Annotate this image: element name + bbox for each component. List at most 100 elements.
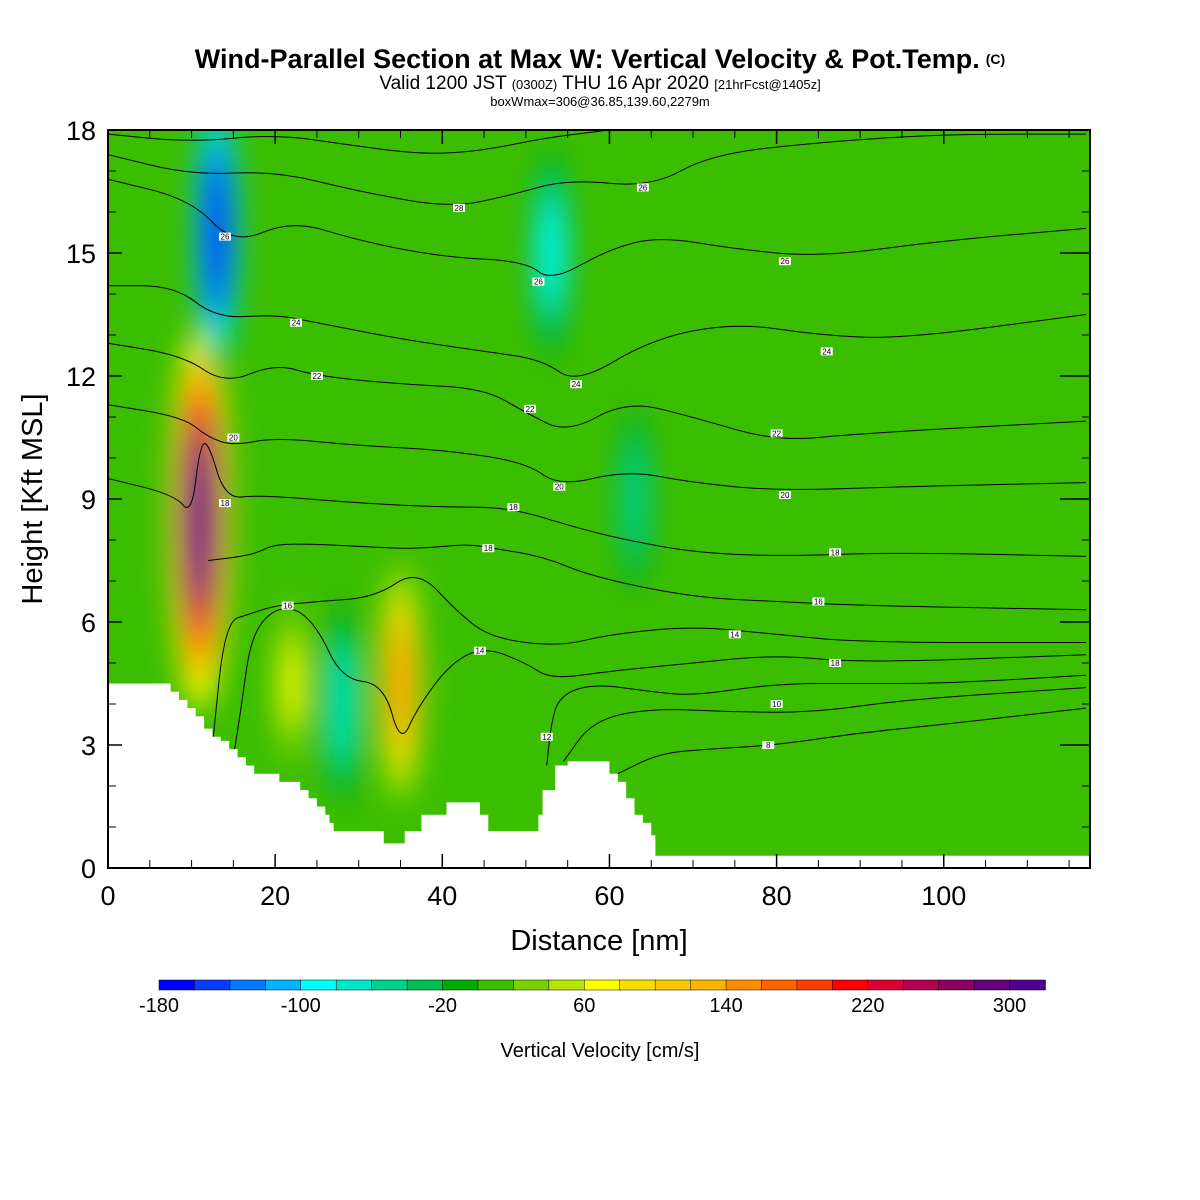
colorbar-swatch bbox=[300, 979, 337, 991]
contour-label: 24 bbox=[822, 347, 831, 356]
velocity-feature bbox=[541, 205, 560, 301]
theta-contour bbox=[208, 543, 1086, 611]
contour-label-bg bbox=[524, 404, 537, 413]
colorbar-swatch bbox=[832, 979, 869, 991]
contour-label: 10 bbox=[772, 700, 781, 709]
contour-label: 20 bbox=[229, 434, 238, 443]
theta-contours bbox=[108, 130, 1086, 775]
x-tick-label: 80 bbox=[762, 881, 792, 911]
colorbar-tick-label: 60 bbox=[573, 995, 595, 1017]
contour-label: 20 bbox=[781, 491, 790, 500]
contour-label-bg bbox=[310, 372, 323, 380]
contour-label: 18 bbox=[831, 548, 840, 557]
contour-label-bg bbox=[540, 732, 553, 741]
colorbar-swatch bbox=[654, 979, 692, 991]
contour-label: 26 bbox=[638, 183, 647, 192]
valid-date: THU 16 Apr 2020 bbox=[562, 73, 709, 94]
contour-label-bg bbox=[507, 503, 520, 512]
axes: 0 20 40 60 80 100 0 3 6 9 12 15 18 bbox=[66, 116, 1090, 911]
theta-contour bbox=[108, 130, 610, 154]
colorbar-tick-label: -20 bbox=[428, 995, 457, 1017]
contour-label-bg bbox=[473, 646, 486, 655]
colorbar-swatch bbox=[761, 979, 798, 991]
contour-label: 26 bbox=[221, 233, 230, 242]
x-tick-label: 0 bbox=[100, 881, 115, 911]
colorbar-swatch bbox=[619, 979, 656, 991]
x-tick-label: 60 bbox=[594, 881, 624, 911]
valid-utc: (0300Z) bbox=[511, 77, 558, 92]
colorbar-swatch bbox=[902, 979, 940, 991]
contour-label: 24 bbox=[572, 380, 581, 389]
contour-label-bg bbox=[728, 630, 741, 639]
colorbar-swatch bbox=[442, 979, 479, 991]
contour-label: 22 bbox=[772, 429, 781, 438]
contour-label: 24 bbox=[292, 319, 301, 328]
velocity-field bbox=[170, 130, 654, 808]
velocity-feature bbox=[626, 458, 643, 540]
contour-label: 16 bbox=[283, 602, 292, 611]
theta-contour bbox=[108, 133, 1086, 205]
chart-title-text: Wind-Parallel Section at Max W: Vertical… bbox=[194, 44, 980, 74]
x-axis-title: Distance [nm] bbox=[510, 925, 687, 957]
contour-label-bg bbox=[812, 597, 825, 606]
colorbar-swatch bbox=[938, 979, 975, 991]
y-tick-label: 12 bbox=[66, 362, 96, 392]
x-tick-label: 20 bbox=[260, 881, 290, 911]
contour-label-bg bbox=[829, 659, 842, 667]
contour-label: 18 bbox=[484, 544, 493, 553]
contour-label-bg bbox=[570, 380, 583, 389]
theta-contour bbox=[108, 178, 1086, 276]
contour-label-bg bbox=[770, 429, 783, 438]
colorbar-swatch bbox=[584, 979, 621, 991]
y-tick-label: 9 bbox=[81, 485, 96, 515]
chart-subtitle: Valid 1200 JST (0300Z) THU 16 Apr 2020 [… bbox=[0, 74, 1200, 95]
theta-contour bbox=[108, 342, 1086, 439]
contour-label-bg bbox=[532, 277, 545, 286]
theta-contour bbox=[232, 608, 1086, 758]
theta-contour bbox=[211, 576, 1086, 746]
y-tick-label: 3 bbox=[81, 731, 96, 761]
colorbar-swatch bbox=[725, 979, 763, 991]
velocity-feature bbox=[390, 629, 411, 738]
y-tick-label: 0 bbox=[81, 854, 96, 884]
theta-contour bbox=[108, 285, 1086, 377]
x-tick-label: 40 bbox=[427, 881, 457, 911]
contour-label-bg bbox=[636, 183, 649, 192]
contour-label: 14 bbox=[475, 647, 484, 656]
contour-label: 18 bbox=[509, 503, 518, 512]
colorbar-tick-label: -180 bbox=[139, 995, 179, 1017]
boxwmax-line: boxWmax=306@36.85,139.60,2279m bbox=[490, 94, 710, 109]
colorbar-swatch bbox=[158, 979, 196, 991]
contour-label-bg bbox=[770, 700, 783, 708]
colorbar-swatch bbox=[477, 979, 515, 991]
contour-label-bg bbox=[820, 347, 833, 356]
colorbar-swatch bbox=[548, 979, 586, 991]
contour-label: 22 bbox=[312, 372, 321, 381]
title-block: Wind-Parallel Section at Max W: Vertical… bbox=[0, 44, 1200, 109]
y-tick-label: 15 bbox=[66, 239, 96, 269]
forecast-info: [21hrFcst@1405z] bbox=[714, 77, 821, 92]
copyright-mark: (C) bbox=[985, 51, 1006, 67]
contour-label-bg bbox=[829, 548, 842, 557]
contour-label: 8 bbox=[766, 741, 771, 750]
colorbar-swatch bbox=[371, 979, 408, 991]
chart-title: Wind-Parallel Section at Max W: Vertical… bbox=[0, 44, 1200, 74]
contour-label-bg bbox=[227, 433, 240, 442]
contour-label-bg bbox=[778, 490, 791, 499]
contour-label: 28 bbox=[455, 204, 464, 213]
colorbar-swatch bbox=[406, 979, 444, 991]
theta-contour bbox=[108, 404, 1086, 490]
velocity-feature bbox=[206, 171, 228, 294]
colorbar-swatch bbox=[335, 979, 373, 991]
contour-label: 14 bbox=[730, 630, 739, 639]
y-tick-label: 6 bbox=[81, 608, 96, 638]
velocity-feature bbox=[333, 660, 351, 748]
theta-contour bbox=[563, 687, 1086, 762]
contour-label-bg bbox=[778, 257, 791, 266]
colorbar-swatch bbox=[513, 979, 550, 991]
contour-label: 18 bbox=[221, 499, 230, 508]
colorbar: -180 -100 -20 60 140 220 300 bbox=[139, 979, 1046, 1017]
colorbar-tick-label: 300 bbox=[993, 995, 1026, 1017]
contour-labels: 26 28 26 26 26 24 24 24 22 22 22 20 20 20 18 18 18 16 18 16… bbox=[219, 183, 842, 750]
plot-area: 26 28 26 26 26 24 24 24 22 22 22 20 20 20 18 18 18 16 18 16… bbox=[108, 130, 1090, 868]
